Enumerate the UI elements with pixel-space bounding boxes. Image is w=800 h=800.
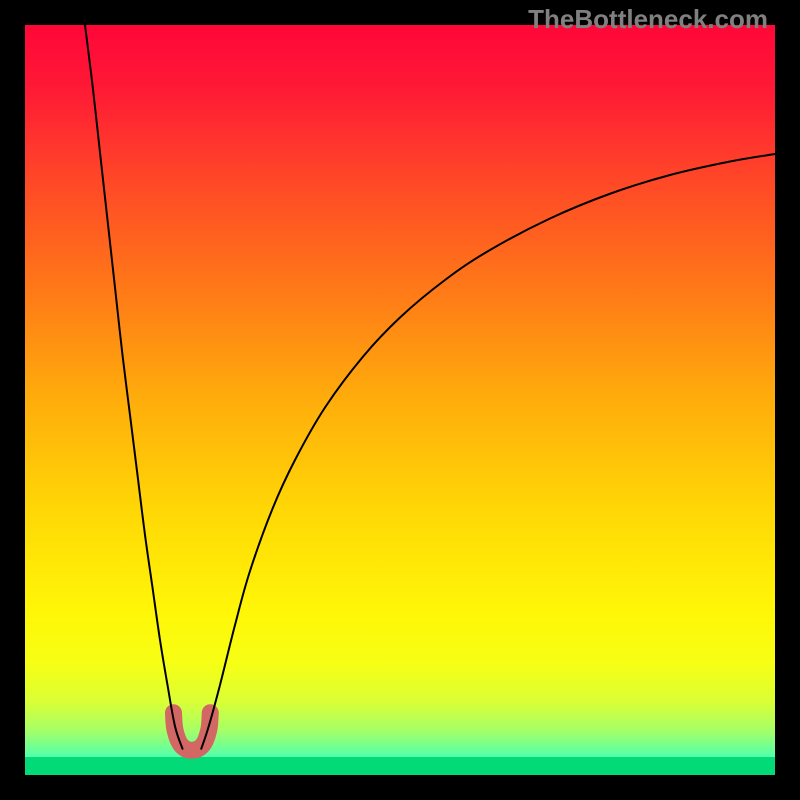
chart-frame: TheBottleneck.com: [0, 0, 800, 800]
bottom-green-band: [25, 757, 775, 775]
chart-svg-layer: [25, 25, 775, 775]
watermark-label: TheBottleneck.com: [528, 4, 768, 35]
gradient-background: [25, 25, 775, 775]
plot-area: [25, 25, 775, 775]
